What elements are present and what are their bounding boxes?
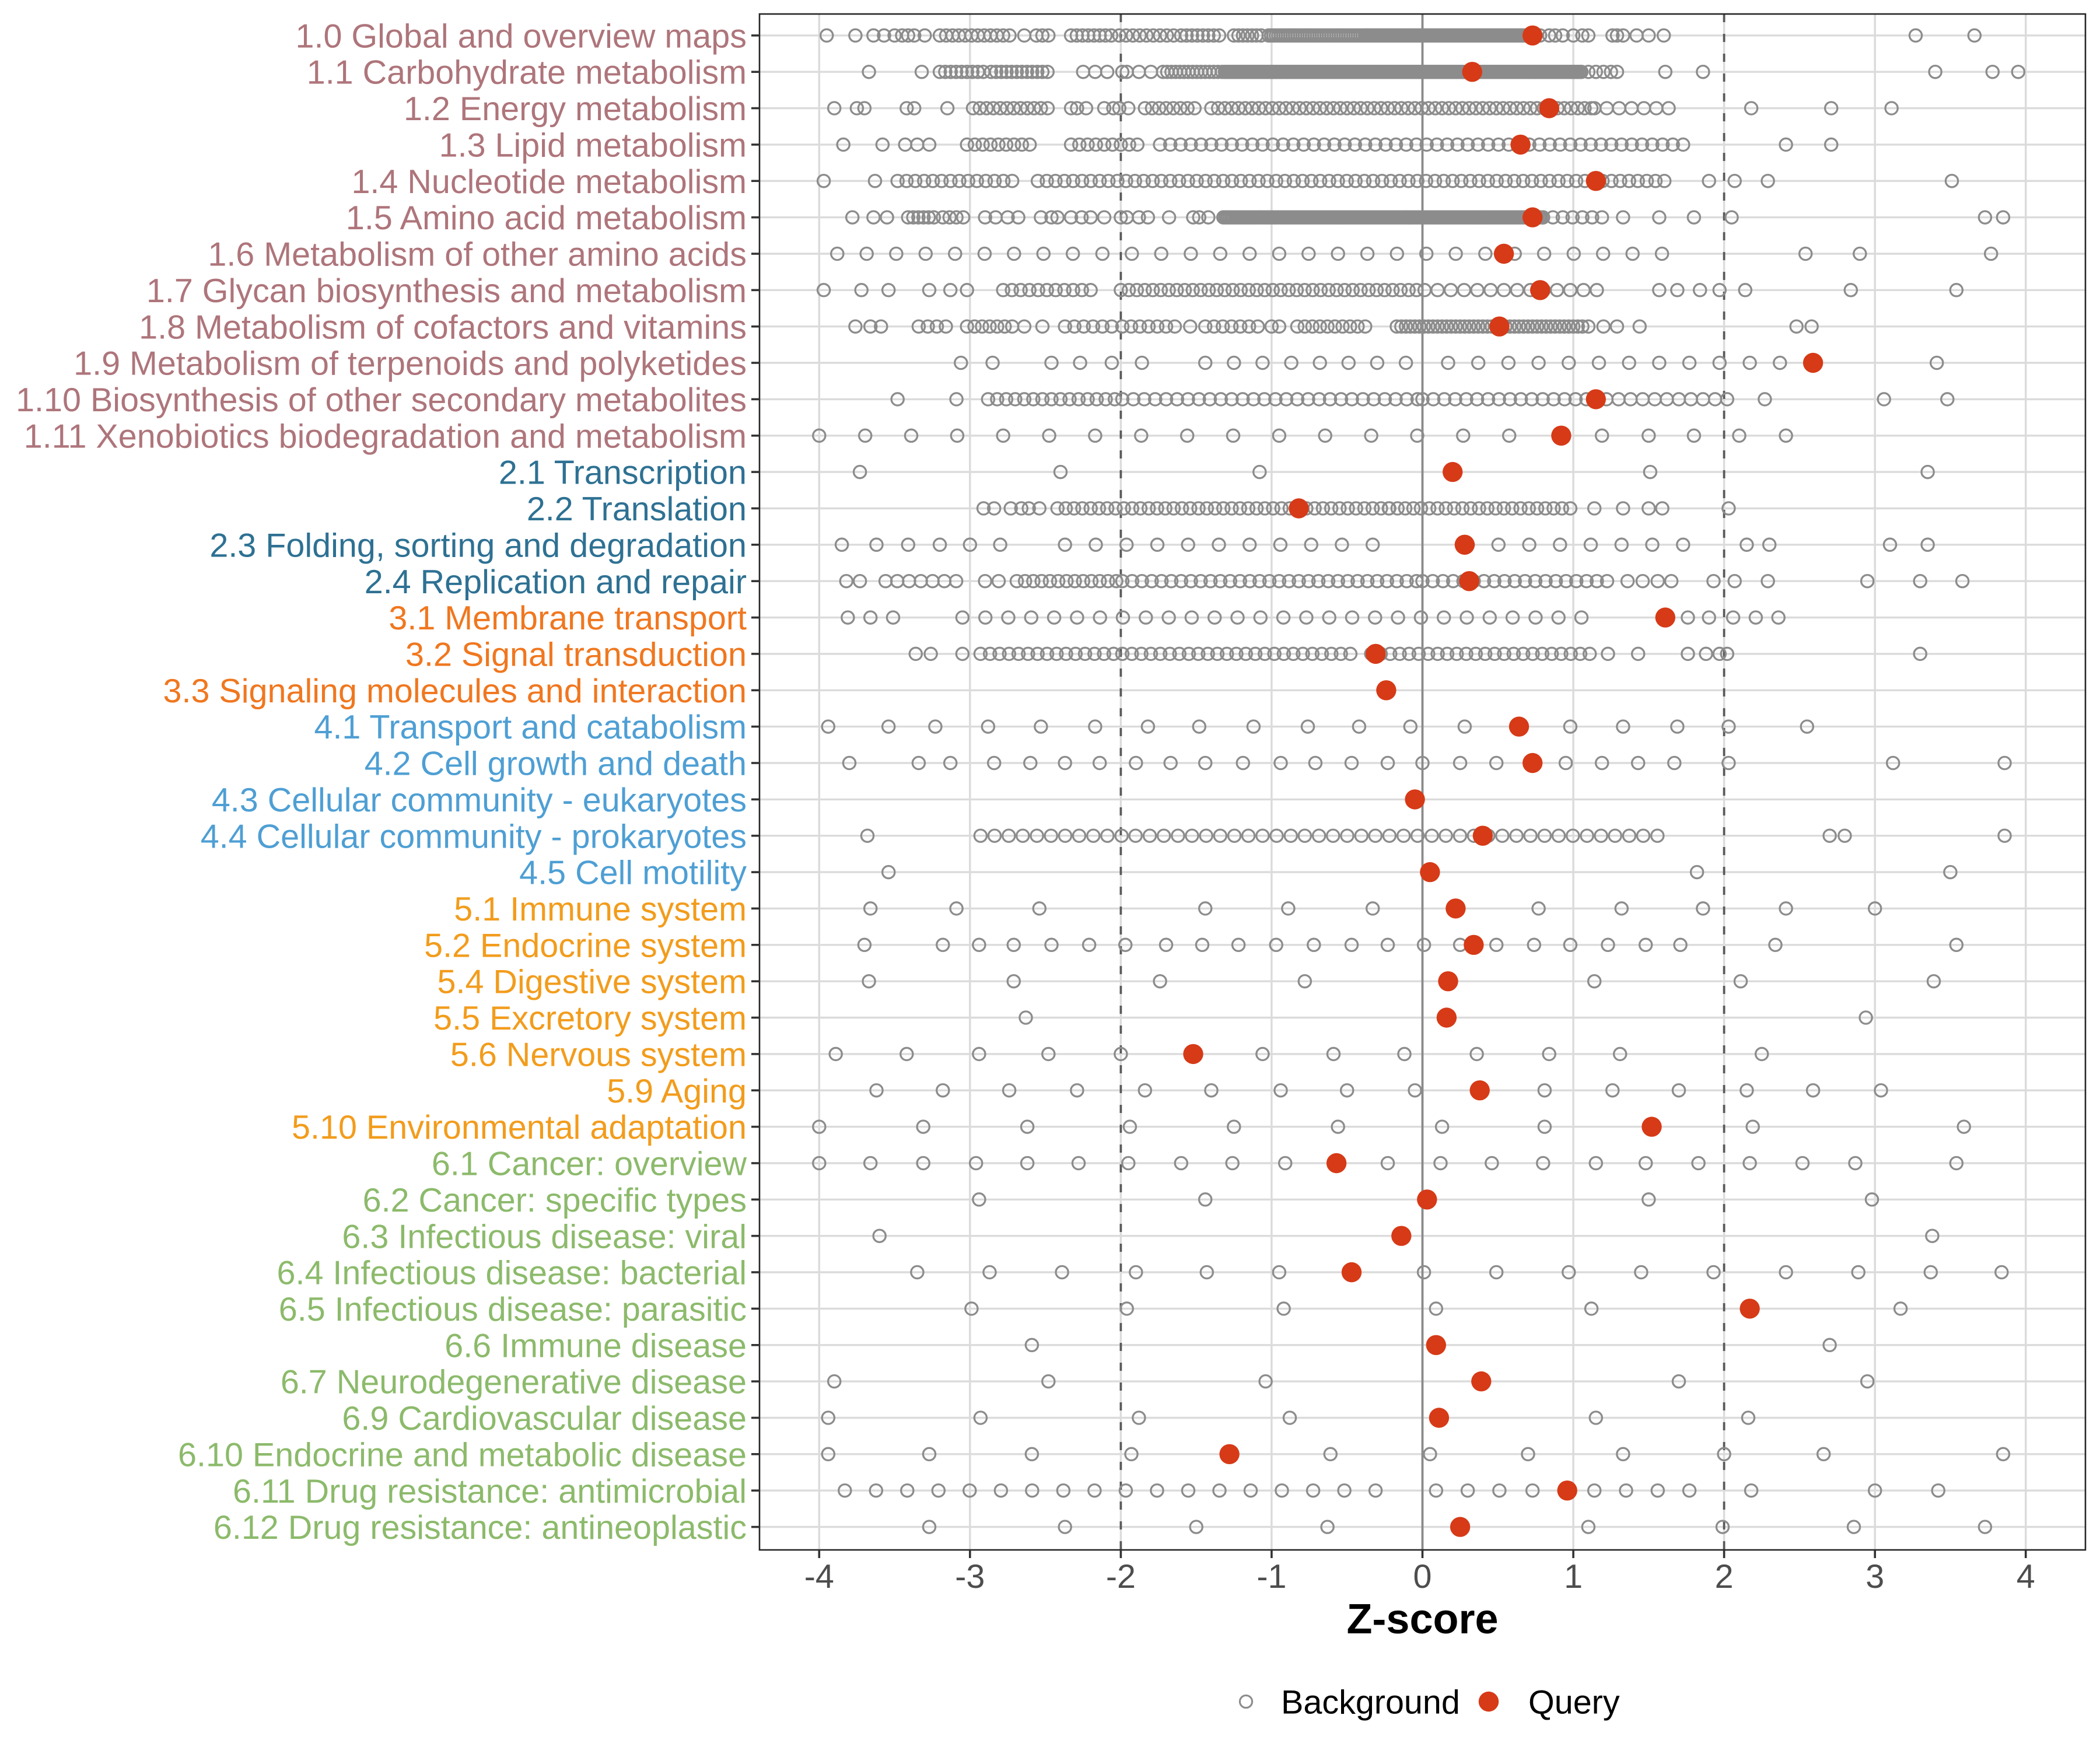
svg-text:1.7 Glycan biosynthesis and me: 1.7 Glycan biosynthesis and metabolism	[146, 272, 747, 310]
svg-text:1.9 Metabolism of terpenoids a: 1.9 Metabolism of terpenoids and polyket…	[74, 345, 747, 383]
svg-text:Background: Background	[1281, 1684, 1460, 1721]
svg-text:4.2 Cell growth and death: 4.2 Cell growth and death	[365, 746, 747, 783]
svg-text:6.12 Drug resistance: antineop: 6.12 Drug resistance: antineoplastic	[214, 1509, 747, 1546]
svg-text:6.5 Infectious disease: parasi: 6.5 Infectious disease: parasitic	[279, 1291, 747, 1328]
svg-text:1.8 Metabolism of cofactors an: 1.8 Metabolism of cofactors and vitamins	[139, 309, 747, 346]
svg-text:6.1 Cancer: overview: 6.1 Cancer: overview	[432, 1146, 747, 1183]
svg-text:2.1 Transcription: 2.1 Transcription	[499, 454, 747, 492]
svg-text:1.4 Nucleotide metabolism: 1.4 Nucleotide metabolism	[351, 163, 747, 201]
svg-text:1.11 Xenobiotics biodegradatio: 1.11 Xenobiotics biodegradation and meta…	[24, 418, 747, 455]
svg-text:6.11 Drug resistance: antimicr: 6.11 Drug resistance: antimicrobial	[233, 1473, 747, 1510]
svg-text:4: 4	[2017, 1558, 2035, 1595]
svg-text:5.6 Nervous system: 5.6 Nervous system	[450, 1037, 747, 1074]
svg-text:5.4 Digestive system: 5.4 Digestive system	[438, 964, 747, 1001]
svg-text:2.3 Folding, sorting and degra: 2.3 Folding, sorting and degradation	[209, 527, 747, 564]
svg-text:1: 1	[1564, 1558, 1583, 1595]
svg-text:3: 3	[1866, 1558, 1884, 1595]
svg-text:3.2 Signal transduction: 3.2 Signal transduction	[405, 636, 747, 674]
svg-text:6.6 Immune disease: 6.6 Immune disease	[444, 1327, 747, 1364]
svg-text:1.2 Energy metabolism: 1.2 Energy metabolism	[404, 90, 747, 128]
svg-text:-2: -2	[1106, 1558, 1136, 1595]
svg-text:4.3 Cellular community - eukar: 4.3 Cellular community - eukaryotes	[212, 782, 747, 819]
svg-text:5.2 Endocrine system: 5.2 Endocrine system	[424, 927, 747, 964]
svg-text:5.5 Excretory system: 5.5 Excretory system	[433, 1000, 747, 1037]
svg-text:1.1 Carbohydrate metabolism: 1.1 Carbohydrate metabolism	[307, 54, 747, 92]
svg-text:3.1 Membrane transport: 3.1 Membrane transport	[388, 600, 747, 637]
svg-text:5.10 Environmental adaptation: 5.10 Environmental adaptation	[292, 1109, 747, 1146]
svg-text:-3: -3	[955, 1558, 985, 1595]
svg-text:6.10 Endocrine and metabolic d: 6.10 Endocrine and metabolic disease	[178, 1436, 747, 1474]
svg-text:-4: -4	[804, 1558, 834, 1595]
svg-text:-1: -1	[1256, 1558, 1286, 1595]
svg-text:2.2 Translation: 2.2 Translation	[527, 491, 747, 528]
svg-text:5.1 Immune system: 5.1 Immune system	[454, 891, 747, 928]
svg-text:1.6 Metabolism of other amino: 1.6 Metabolism of other amino acids	[208, 236, 747, 274]
svg-text:5.9 Aging: 5.9 Aging	[607, 1073, 747, 1110]
svg-text:6.4 Infectious disease: bacter: 6.4 Infectious disease: bacterial	[277, 1255, 747, 1292]
svg-text:2.4 Replication and repair: 2.4 Replication and repair	[365, 564, 747, 601]
svg-text:1.10 Biosynthesis of other sec: 1.10 Biosynthesis of other secondary met…	[16, 382, 747, 419]
svg-text:1.3 Lipid metabolism: 1.3 Lipid metabolism	[439, 127, 747, 164]
svg-text:6.2 Cancer: specific types: 6.2 Cancer: specific types	[363, 1182, 747, 1219]
svg-text:6.9 Cardiovascular disease: 6.9 Cardiovascular disease	[342, 1400, 747, 1437]
svg-text:4.1 Transport and catabolism: 4.1 Transport and catabolism	[314, 709, 747, 746]
svg-text:1.0 Global and overview maps: 1.0 Global and overview maps	[296, 18, 747, 55]
svg-text:4.5 Cell motility: 4.5 Cell motility	[519, 855, 747, 892]
svg-text:6.3 Infectious disease: viral: 6.3 Infectious disease: viral	[342, 1218, 747, 1255]
svg-text:Z-score: Z-score	[1346, 1596, 1498, 1643]
svg-text:1.5 Amino acid metabolism: 1.5 Amino acid metabolism	[346, 200, 747, 237]
svg-text:3.3 Signaling molecules and in: 3.3 Signaling molecules and interaction	[163, 673, 747, 710]
svg-text:0: 0	[1413, 1558, 1432, 1595]
svg-text:6.7 Neurodegenerative disease: 6.7 Neurodegenerative disease	[281, 1364, 747, 1401]
svg-text:4.4 Cellular community - proka: 4.4 Cellular community - prokaryotes	[201, 818, 747, 855]
svg-text:2: 2	[1715, 1558, 1734, 1595]
svg-text:Query: Query	[1528, 1684, 1620, 1721]
